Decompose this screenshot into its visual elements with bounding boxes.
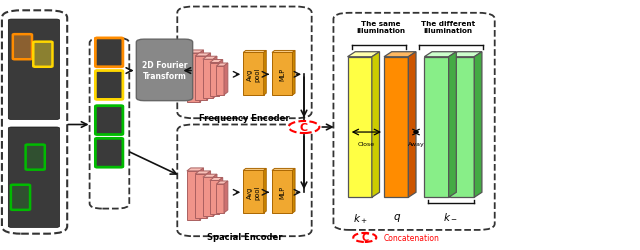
Polygon shape — [243, 51, 266, 53]
Polygon shape — [203, 178, 213, 216]
FancyBboxPatch shape — [333, 14, 495, 230]
Polygon shape — [203, 57, 217, 60]
Polygon shape — [450, 58, 474, 198]
Polygon shape — [195, 171, 211, 174]
Text: Concatenation: Concatenation — [384, 233, 440, 242]
FancyBboxPatch shape — [95, 139, 123, 168]
Polygon shape — [292, 51, 295, 96]
Polygon shape — [216, 181, 228, 184]
Polygon shape — [210, 63, 219, 97]
Polygon shape — [384, 52, 416, 58]
Polygon shape — [213, 174, 217, 216]
FancyBboxPatch shape — [8, 128, 60, 228]
Text: Frequency Encoder: Frequency Encoder — [199, 114, 290, 123]
Polygon shape — [348, 52, 380, 58]
Polygon shape — [292, 169, 295, 213]
Polygon shape — [203, 174, 217, 178]
Polygon shape — [219, 60, 223, 97]
Polygon shape — [272, 169, 295, 171]
Text: The same
illumination: The same illumination — [356, 21, 405, 34]
FancyBboxPatch shape — [13, 35, 32, 60]
Polygon shape — [272, 51, 295, 53]
Polygon shape — [195, 57, 207, 100]
Polygon shape — [200, 168, 204, 220]
Polygon shape — [216, 184, 224, 213]
FancyBboxPatch shape — [136, 40, 193, 101]
Polygon shape — [384, 58, 408, 198]
Text: C: C — [300, 122, 308, 132]
Polygon shape — [216, 67, 224, 96]
Polygon shape — [203, 60, 213, 99]
Text: MLP: MLP — [279, 186, 285, 198]
Polygon shape — [210, 60, 223, 63]
Polygon shape — [272, 171, 292, 213]
Polygon shape — [449, 52, 456, 198]
FancyBboxPatch shape — [33, 42, 52, 68]
Polygon shape — [207, 54, 211, 100]
FancyBboxPatch shape — [8, 20, 60, 120]
Polygon shape — [408, 52, 416, 198]
Polygon shape — [187, 51, 204, 54]
Polygon shape — [219, 178, 223, 214]
Polygon shape — [200, 51, 204, 102]
Polygon shape — [272, 53, 292, 96]
Polygon shape — [216, 64, 228, 67]
Text: $q$: $q$ — [393, 211, 401, 223]
FancyBboxPatch shape — [95, 71, 123, 100]
Circle shape — [289, 122, 319, 134]
Polygon shape — [348, 58, 372, 198]
Polygon shape — [474, 52, 482, 198]
Polygon shape — [210, 181, 219, 214]
Text: Spacial Encoder: Spacial Encoder — [207, 232, 282, 241]
Polygon shape — [187, 168, 204, 171]
FancyBboxPatch shape — [2, 11, 67, 234]
Polygon shape — [195, 174, 207, 218]
Polygon shape — [372, 52, 380, 198]
Text: C: C — [361, 232, 369, 242]
Polygon shape — [195, 54, 211, 57]
Text: Avg
pool: Avg pool — [247, 185, 260, 199]
FancyBboxPatch shape — [26, 145, 45, 170]
Polygon shape — [210, 178, 223, 181]
Polygon shape — [224, 181, 228, 213]
Polygon shape — [243, 171, 264, 213]
FancyBboxPatch shape — [95, 39, 123, 68]
Text: Avg
pool: Avg pool — [247, 67, 260, 82]
Polygon shape — [450, 52, 482, 58]
Polygon shape — [207, 171, 211, 218]
FancyBboxPatch shape — [95, 106, 123, 135]
FancyBboxPatch shape — [177, 8, 312, 119]
Polygon shape — [243, 169, 266, 171]
Text: 2D Fourier
Transform: 2D Fourier Transform — [141, 61, 188, 80]
Polygon shape — [187, 54, 200, 102]
Text: Away: Away — [408, 141, 424, 146]
Circle shape — [353, 233, 376, 242]
FancyBboxPatch shape — [90, 39, 129, 209]
Polygon shape — [264, 169, 266, 213]
Text: MLP: MLP — [279, 68, 285, 81]
Polygon shape — [243, 53, 264, 96]
Polygon shape — [224, 64, 228, 96]
Polygon shape — [213, 57, 217, 99]
FancyBboxPatch shape — [177, 125, 312, 236]
Text: $k_+$: $k_+$ — [353, 211, 368, 225]
Polygon shape — [187, 171, 200, 220]
Text: $k_-$: $k_-$ — [444, 211, 458, 222]
Text: The different
illumination: The different illumination — [421, 21, 475, 34]
Polygon shape — [424, 58, 449, 198]
FancyBboxPatch shape — [11, 185, 30, 210]
Text: Close: Close — [358, 141, 374, 146]
Polygon shape — [424, 52, 456, 58]
Polygon shape — [264, 51, 266, 96]
